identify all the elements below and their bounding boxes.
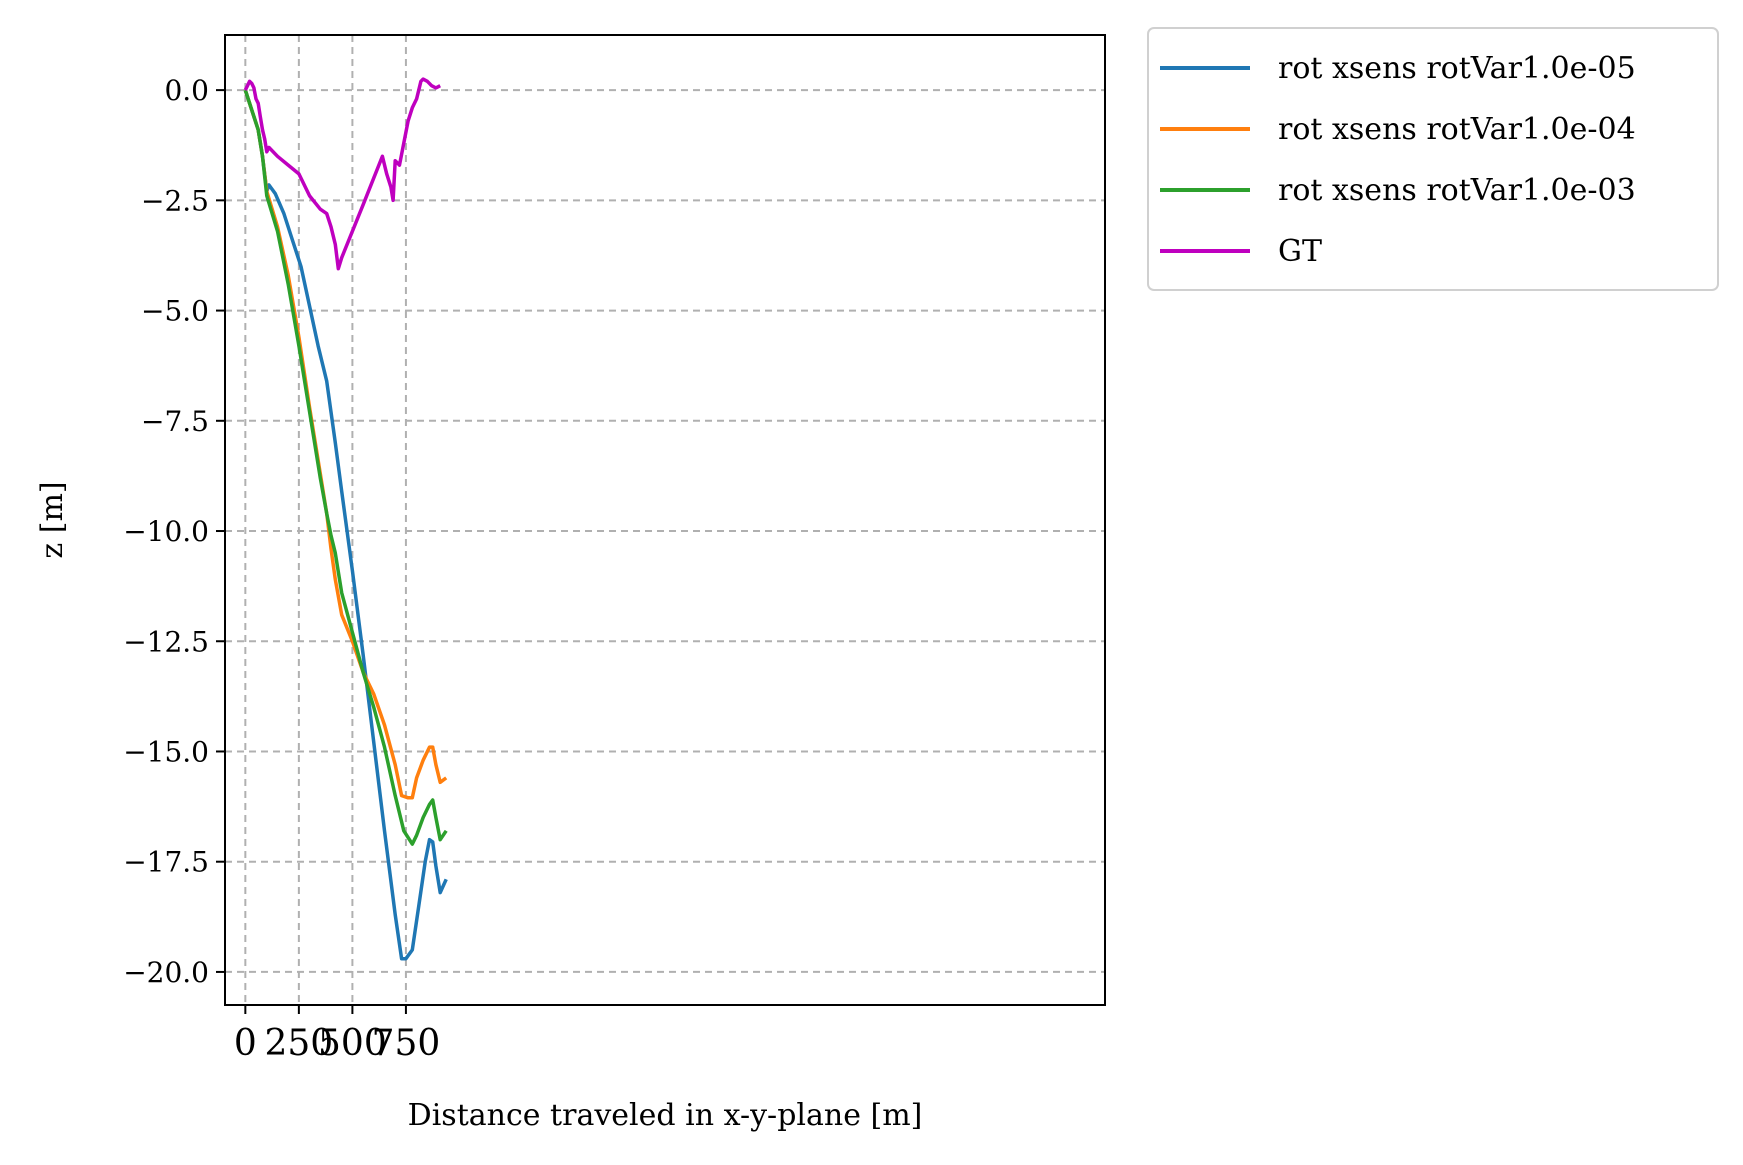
legend-label: GT bbox=[1278, 234, 1322, 269]
x-tick-label: 500 bbox=[318, 1023, 387, 1064]
y-tick-label: −15.0 bbox=[123, 735, 209, 768]
x-axis-label: Distance traveled in x-y-plane [m] bbox=[408, 1098, 923, 1133]
legend-box bbox=[1147, 27, 1719, 291]
y-tick-label: 0.0 bbox=[164, 74, 209, 107]
y-ticks: 0.0 −2.5 −5.0 −7.5 −10.0 −12.5 −15.0 −17.5 −20.0 bbox=[123, 74, 225, 989]
y-axis-label: z [m] bbox=[35, 481, 70, 558]
y-tick-label: −20.0 bbox=[123, 956, 209, 989]
x-tick-label: 750 bbox=[372, 1023, 441, 1064]
legend-label: rot xsens rotVar1.0e-05 bbox=[1278, 51, 1636, 86]
grid bbox=[225, 35, 1105, 1005]
x-tick-label: 0 bbox=[234, 1023, 257, 1064]
legend-label: rot xsens rotVar1.0e-04 bbox=[1278, 112, 1636, 147]
series-line bbox=[243, 89, 448, 846]
legend-label: rot xsens rotVar1.0e-03 bbox=[1278, 173, 1636, 208]
legend: rot xsens rotVar1.0e-05 rot xsens rotVar1… bbox=[1147, 27, 1719, 291]
series-line bbox=[243, 77, 441, 271]
y-tick-label: −12.5 bbox=[123, 625, 209, 658]
plot-frame bbox=[224, 34, 1106, 1006]
y-tick-label: −10.0 bbox=[123, 515, 209, 548]
y-tick-label: −7.5 bbox=[141, 405, 209, 438]
y-tick-label: −5.0 bbox=[141, 295, 209, 328]
y-tick-label: −2.5 bbox=[141, 184, 209, 217]
plot-lines bbox=[243, 77, 448, 961]
x-tick-label: 250 bbox=[265, 1023, 334, 1064]
y-tick-label: −17.5 bbox=[123, 846, 209, 879]
